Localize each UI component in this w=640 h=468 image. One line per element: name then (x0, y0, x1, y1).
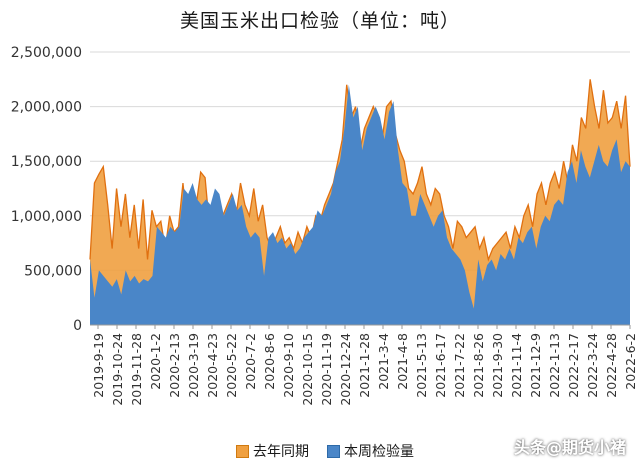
x-tick-label: 2021-6-17 (433, 333, 448, 398)
y-tick-label: 500,000 (24, 263, 82, 279)
y-tick-label: 2,000,000 (11, 100, 82, 116)
x-tick-label: 2020-2-13 (167, 333, 182, 398)
x-tick-label: 2021-9-30 (490, 333, 505, 398)
x-tick-label: 2022-3-24 (585, 333, 600, 398)
x-tick-label: 2021-12-9 (528, 333, 543, 398)
x-tick-label: 2020-5-22 (224, 333, 239, 398)
legend-label-last-year: 去年同期 (253, 444, 309, 460)
x-tick-label: 2020-7-2 (243, 333, 258, 390)
legend-item-last-year: 去年同期 (236, 441, 309, 461)
x-tick-label: 2022-2-17 (566, 333, 581, 398)
y-tick-label: 1,000,000 (11, 209, 82, 225)
x-tick-label: 2020-3-19 (186, 333, 201, 398)
x-tick-label: 2022-4-28 (604, 333, 619, 398)
x-tick-label: 2021-7-22 (452, 333, 467, 398)
y-tick-label: 1,500,000 (11, 154, 82, 170)
x-tick-label: 2021-3-4 (376, 333, 391, 390)
x-tick-label: 2019-10-24 (110, 333, 125, 406)
legend-item-this-week: 本周检验量 (327, 441, 414, 461)
legend-swatch-last-year (236, 444, 249, 458)
x-tick-label: 2020-9-10 (281, 333, 296, 398)
x-tick-label: 2021-11-4 (509, 333, 524, 398)
x-tick-label: 2021-1-28 (357, 333, 372, 398)
x-tick-label: 2019-11-28 (129, 333, 144, 406)
legend-label-this-week: 本周检验量 (344, 444, 414, 460)
chart-title: 美国玉米出口检验（单位：吨） (179, 10, 460, 32)
x-tick-label: 2020-1-2 (148, 333, 163, 390)
x-tick-label: 2022-6-2 (623, 333, 638, 390)
x-tick-label: 2020-4-23 (205, 333, 220, 398)
x-tick-label: 2020-8-6 (262, 333, 277, 390)
watermark: 头条@期货小褚 (513, 438, 626, 457)
series-area-this-week (90, 84, 630, 325)
x-tick-label: 2022-1-13 (547, 333, 562, 398)
x-tick-label: 2020-11-19 (319, 333, 334, 406)
x-tick-label: 2021-5-13 (414, 333, 429, 398)
x-tick-label: 2020-12-24 (338, 333, 353, 406)
y-tick-label: 0 (73, 318, 82, 334)
legend-swatch-this-week (327, 444, 340, 458)
x-tick-label: 2021-8-26 (471, 333, 486, 398)
x-tick-label: 2021-4-8 (395, 333, 410, 390)
x-tick-label: 2020-10-15 (300, 333, 315, 406)
legend: 去年同期 本周检验量 (236, 441, 414, 461)
y-tick-label: 2,500,000 (11, 45, 82, 61)
x-tick-label: 2019-9-19 (91, 333, 106, 398)
